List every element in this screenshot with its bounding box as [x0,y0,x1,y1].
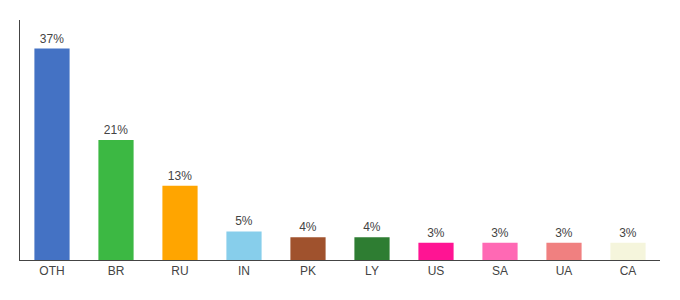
svg-text:BR: BR [108,264,125,278]
svg-text:4%: 4% [299,220,317,234]
svg-text:US: US [428,264,445,278]
svg-text:PK: PK [300,264,316,278]
svg-text:4%: 4% [363,220,381,234]
svg-text:UA: UA [556,264,573,278]
svg-text:CA: CA [620,264,637,278]
svg-text:5%: 5% [235,214,253,228]
svg-text:SA: SA [492,264,508,278]
svg-text:21%: 21% [104,123,128,137]
svg-text:3%: 3% [427,226,445,240]
svg-text:3%: 3% [555,226,573,240]
svg-text:3%: 3% [619,226,637,240]
svg-text:3%: 3% [491,226,509,240]
svg-text:LY: LY [365,264,379,278]
svg-text:OTH: OTH [39,264,64,278]
svg-text:37%: 37% [40,32,64,46]
svg-text:RU: RU [171,264,188,278]
svg-text:IN: IN [238,264,250,278]
svg-text:13%: 13% [168,169,192,183]
